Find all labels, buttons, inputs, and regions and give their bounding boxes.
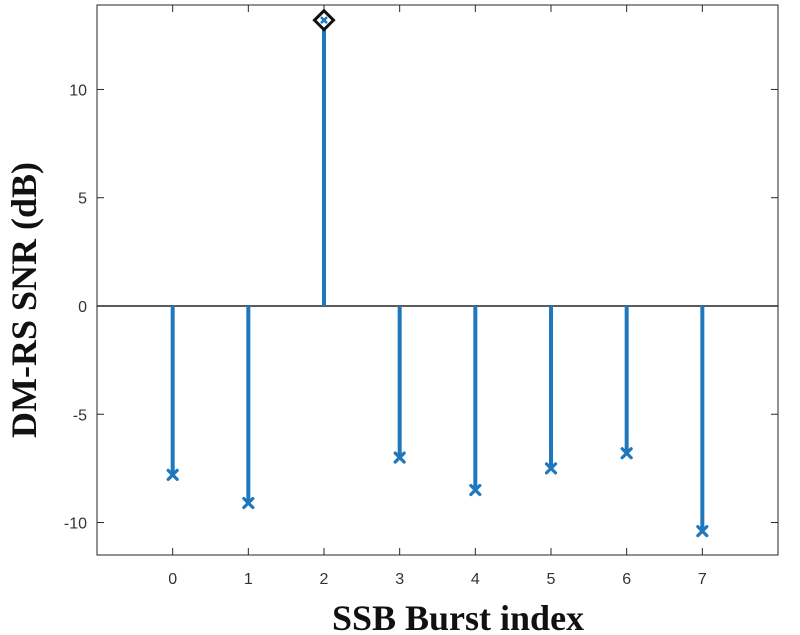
stem-marker (393, 451, 406, 464)
series-stems (170, 20, 705, 532)
stem-marker (469, 483, 482, 497)
y-tick-label: -5 (73, 407, 87, 424)
y-axis: -10 -5 0 5 10 (64, 82, 778, 533)
y-tick-label: 5 (78, 191, 87, 208)
x-axis: 0 1 2 3 4 5 6 7 (168, 5, 707, 588)
x-tick-label: 7 (698, 571, 707, 588)
x-tick-label: 2 (320, 571, 329, 588)
y-tick-label: 0 (78, 299, 87, 316)
stem-marker (696, 525, 709, 538)
x-tick-label: 0 (168, 571, 177, 588)
x-axis-title: SSB Burst index (332, 598, 584, 635)
x-tick-label: 6 (622, 571, 631, 588)
x-tick-label: 4 (471, 571, 480, 588)
y-tick-label: -10 (64, 516, 87, 533)
y-tick-label: 10 (69, 82, 87, 99)
x-tick-label: 3 (395, 571, 404, 588)
stem-marker (544, 462, 558, 475)
x-tick-label: 1 (244, 571, 253, 588)
y-axis-title: DM-RS SNR (dB) (4, 162, 44, 438)
highlight-inner-marker (320, 16, 328, 25)
highlight-layer (312, 8, 336, 32)
plot-area-frame (96, 4, 779, 556)
stem-marker (620, 447, 633, 460)
series-markers (166, 447, 709, 538)
stem-marker (166, 468, 179, 481)
x-tick-label: 5 (547, 571, 556, 588)
stem-marker (242, 496, 255, 510)
